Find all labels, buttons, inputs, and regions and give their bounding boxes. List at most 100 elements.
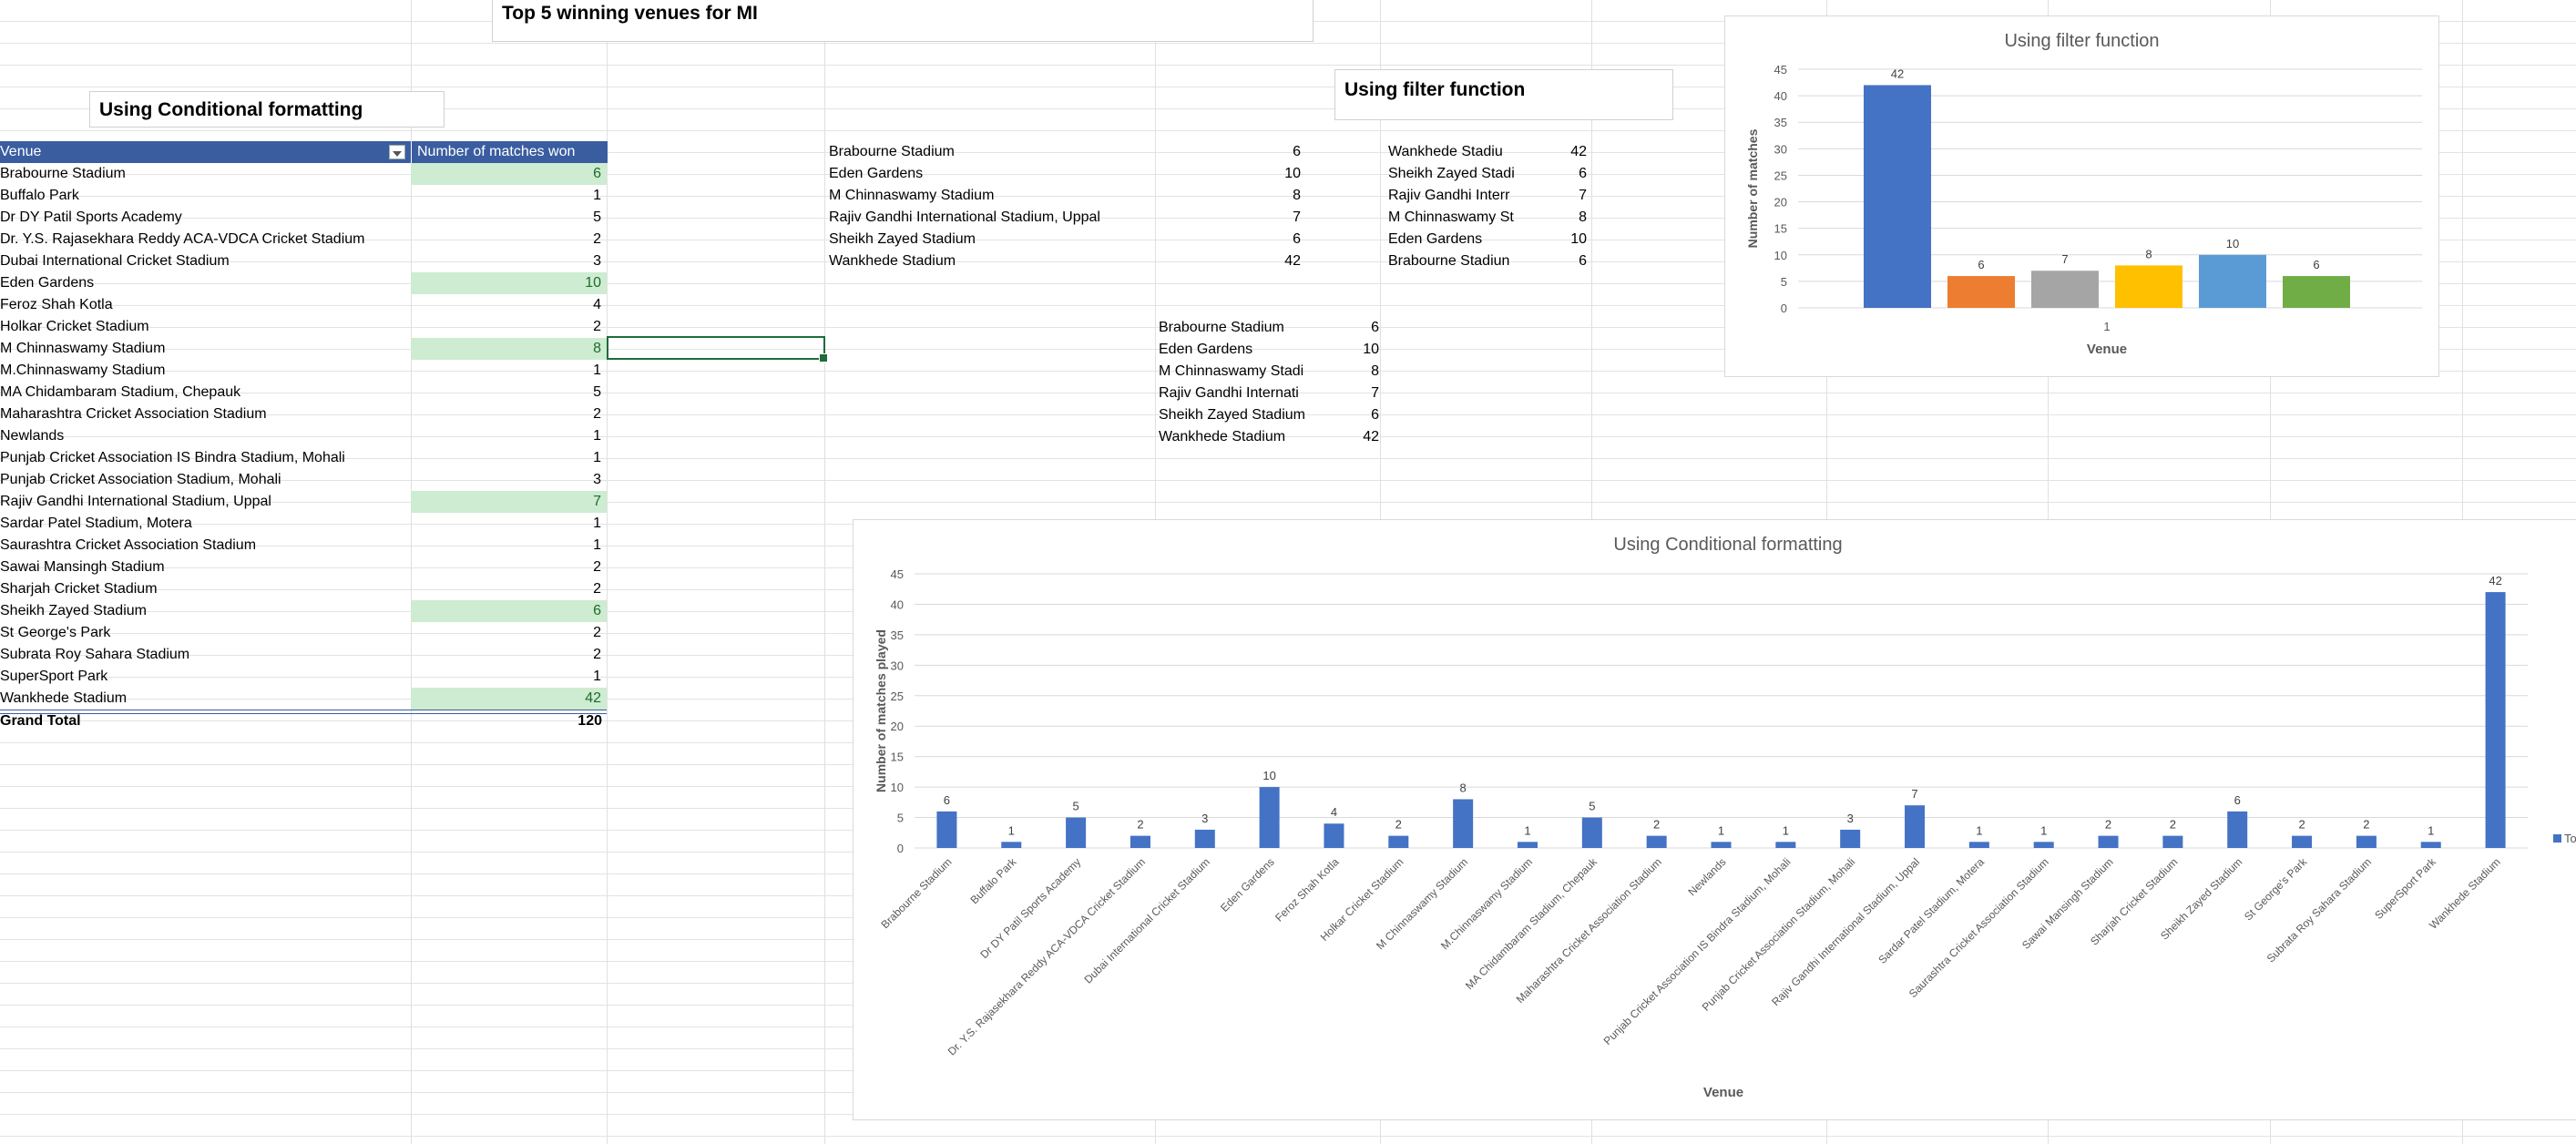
pivot-row-venue: M Chinnaswamy Stadium — [0, 341, 166, 356]
chart1-ytick: 0 — [1781, 301, 1787, 315]
chart2-data-label: 5 — [1072, 800, 1078, 813]
chart2-data-label: 3 — [1847, 812, 1854, 825]
pivot-row-venue: Punjab Cricket Association Stadium, Moha… — [0, 472, 281, 487]
pivot-row-venue: Dubai International Cricket Stadium — [0, 253, 230, 269]
chart2-data-label: 4 — [1331, 805, 1337, 819]
chart1-ylabel: Number of matches — [1745, 128, 1760, 248]
chart2-bar — [1066, 817, 1087, 848]
chart2-bar — [1517, 842, 1538, 848]
list-venue: Wankhede Stadium — [1159, 429, 1286, 444]
pivot-row-venue: M.Chinnaswamy Stadium — [0, 363, 166, 378]
chart1-ytick: 5 — [1781, 275, 1787, 289]
list-venue: Rajiv Gandhi Internati — [1159, 385, 1299, 401]
pivot-row-count: 7 — [411, 491, 607, 513]
list-count: 7 — [1579, 188, 1587, 203]
pivot-row-venue: Dr. Y.S. Rajasekhara Reddy ACA-VDCA Cric… — [0, 231, 365, 247]
chart2-bar — [2033, 842, 2054, 848]
filter-dropdown-icon[interactable] — [389, 145, 405, 159]
chart2-data-label: 1 — [2040, 823, 2047, 837]
selected-cell[interactable] — [607, 336, 828, 363]
pivot-row-venue: Holkar Cricket Stadium — [0, 319, 149, 334]
list-venue: M Chinnaswamy St — [1388, 209, 1514, 225]
chart2-data-label: 1 — [1718, 823, 1724, 837]
chart2-bar — [1905, 805, 1926, 848]
pivot-row-venue: Newlands — [0, 428, 65, 444]
chart2-xtick: St George's Park — [2242, 855, 2310, 924]
list-venue: Sheikh Zayed Stadi — [1388, 166, 1514, 181]
list-venue: M Chinnaswamy Stadium — [829, 188, 995, 203]
list-venue: Brabourne Stadium — [829, 144, 955, 159]
chart2-ytick: 35 — [891, 628, 904, 642]
chart2-xtick: Brabourne Stadium — [879, 855, 955, 931]
pivot-row-count: 1 — [593, 537, 601, 553]
chart1-title: Using filter function — [2004, 31, 2159, 51]
pivot-row-count: 6 — [411, 163, 607, 185]
list-count: 10 — [1570, 231, 1587, 247]
pivot-row-count: 3 — [593, 253, 601, 269]
chart2-xtick: Feroz Shah Kotla — [1273, 855, 1342, 924]
chart1-data-label: 42 — [1891, 66, 1904, 80]
chart1-bar — [1864, 85, 1931, 308]
chart1-bar — [1947, 276, 2015, 308]
chart2-data-label: 1 — [1524, 823, 1530, 837]
chart1-data-label: 6 — [2313, 258, 2319, 271]
grid-column-line — [411, 0, 412, 1144]
list-venue: Sheikh Zayed Stadium — [1159, 407, 1305, 423]
chart2-xtick: Buffalo Park — [967, 855, 1019, 907]
pivot-row-count: 2 — [593, 647, 601, 662]
chart2-xtick: SuperSport Park — [2372, 855, 2438, 922]
list-count: 8 — [1293, 188, 1301, 203]
pivot-row-count: 4 — [593, 297, 601, 312]
chart2-title: Using Conditional formatting — [1613, 535, 1842, 555]
chart2-bar — [2162, 835, 2183, 848]
pivot-row-venue: St George's Park — [0, 625, 111, 640]
chart2-bar — [2485, 592, 2506, 848]
chart2-data-label: 7 — [1911, 787, 1917, 801]
cond-chart[interactable]: Using Conditional formatting 0 5 10 15 20 25 30… — [853, 519, 2576, 1120]
list-venue: Brabourne Stadium — [1159, 320, 1284, 335]
chart2-data-label: 1 — [2428, 823, 2434, 837]
list-venue: M Chinnaswamy Stadi — [1159, 363, 1304, 379]
list-count: 7 — [1293, 209, 1301, 225]
chart2-data-label: 2 — [2363, 818, 2369, 832]
list-venue: Rajiv Gandhi Interr — [1388, 188, 1510, 203]
title-top5-box[interactable]: Top 5 winning venues for MI — [492, 0, 1314, 42]
chart1-bar — [2115, 265, 2182, 308]
pivot-row-count: 2 — [593, 406, 601, 422]
chart2-xlabel: Venue — [1703, 1085, 1743, 1100]
chart2-ytick: 10 — [891, 781, 904, 794]
list-count: 6 — [1293, 231, 1301, 247]
title-filter-fn-box[interactable]: Using filter function — [1334, 69, 1673, 120]
chart2-xtick: Subrata Roy Sahara Stadium — [2264, 855, 2374, 965]
title-cond-fmt: Using Conditional formatting — [99, 99, 363, 120]
list-count: 42 — [1284, 253, 1301, 269]
title-cond-fmt-box[interactable]: Using Conditional formatting — [89, 91, 445, 128]
pivot-row-venue: Sheikh Zayed Stadium — [0, 603, 147, 618]
list-venue: Rajiv Gandhi International Stadium, Uppa… — [829, 209, 1100, 225]
filter-chart[interactable]: Using filter function 0 5 10 15 20 25 30 35 40 45 4… — [1724, 15, 2439, 377]
pivot-row-count: 10 — [411, 272, 607, 294]
chart1-ytick: 15 — [1774, 222, 1787, 236]
list-count: 8 — [1579, 209, 1587, 225]
chart2-bar — [1581, 817, 1602, 848]
pivot-row-venue: Rajiv Gandhi International Stadium, Uppa… — [0, 494, 271, 509]
list-count: 8 — [1371, 363, 1379, 379]
chart1-data-label: 6 — [1978, 258, 1984, 271]
pivot-row-venue: Wankhede Stadium — [0, 690, 128, 706]
chart2-data-label: 5 — [1589, 800, 1595, 813]
chart2-data-label: 2 — [2105, 818, 2111, 832]
chart1-ytick: 20 — [1774, 196, 1787, 209]
chart2-bar — [1130, 835, 1150, 848]
pivot-row-count: 8 — [411, 338, 607, 360]
pivot-row-count: 42 — [411, 688, 607, 710]
pivot-row-venue: SuperSport Park — [0, 669, 108, 684]
pivot-row-count: 6 — [411, 600, 607, 622]
chart2-ytick: 0 — [897, 842, 904, 855]
list-count: 7 — [1371, 385, 1379, 401]
chart1-data-label: 8 — [2145, 247, 2152, 260]
chart2-xtick: Dubai International Cricket Stadium — [1082, 855, 1212, 986]
pivot-header-count[interactable]: Number of matches won — [411, 141, 608, 163]
pivot-header-venue[interactable]: Venue — [0, 141, 411, 163]
chart2-bar — [1388, 835, 1409, 848]
fill-handle[interactable] — [819, 353, 828, 363]
